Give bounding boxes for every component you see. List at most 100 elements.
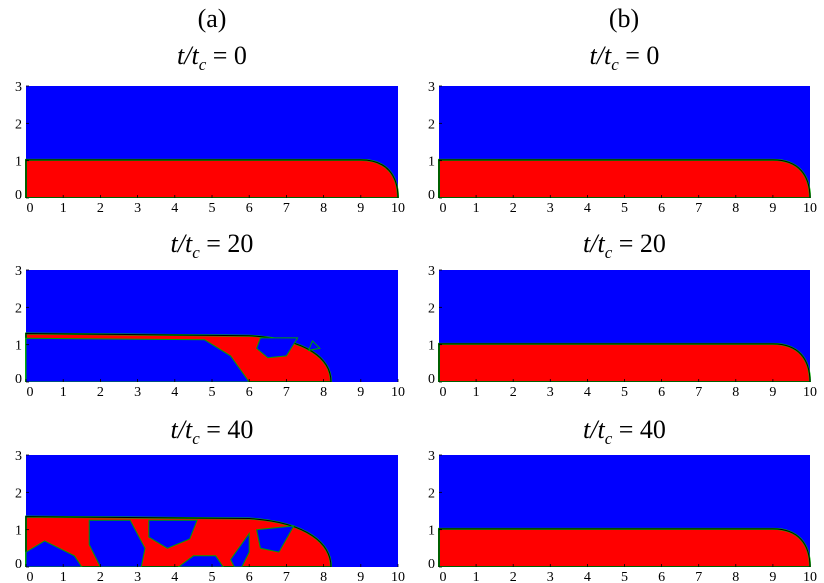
title-rest: = 20 bbox=[200, 229, 254, 258]
plot-mask bbox=[23, 198, 401, 202]
y-tick-label: 2 bbox=[15, 301, 22, 316]
title-sub: c bbox=[605, 243, 613, 262]
x-tick-label: 10 bbox=[803, 201, 817, 216]
column-label: (b) bbox=[609, 4, 639, 33]
x-tick-label: 4 bbox=[584, 385, 591, 400]
y-tick-label: 1 bbox=[15, 524, 22, 539]
title-var: t/t bbox=[171, 229, 193, 258]
x-tick-label: 6 bbox=[246, 385, 253, 400]
x-tick-label: 5 bbox=[621, 570, 628, 583]
x-tick-label: 8 bbox=[320, 385, 327, 400]
y-tick-label: 1 bbox=[428, 339, 435, 354]
x-tick-label: 8 bbox=[732, 201, 739, 216]
x-tick-label: 2 bbox=[97, 385, 104, 400]
x-tick-label: 9 bbox=[769, 570, 776, 583]
x-tick-label: 2 bbox=[97, 570, 104, 583]
x-tick-label: 7 bbox=[695, 201, 702, 216]
x-tick-label: 0 bbox=[440, 570, 447, 583]
panel-title: t/tc = 0 bbox=[590, 41, 660, 74]
x-tick-label: 9 bbox=[769, 201, 776, 216]
x-tick-label: 4 bbox=[171, 201, 178, 216]
panel-title: t/tc = 40 bbox=[583, 415, 666, 448]
y-tick-label: 3 bbox=[15, 449, 22, 464]
y-tick-label: 3 bbox=[15, 80, 22, 95]
title-rest: = 0 bbox=[206, 41, 247, 70]
x-tick-label: 5 bbox=[621, 385, 628, 400]
fluid-blue-pocket bbox=[307, 340, 321, 351]
x-tick-label: 8 bbox=[320, 570, 327, 583]
x-tick-label: 4 bbox=[171, 385, 178, 400]
x-tick-label: 1 bbox=[60, 385, 67, 400]
panel-title: t/tc = 40 bbox=[171, 415, 254, 448]
x-tick-label: 3 bbox=[134, 201, 141, 216]
x-tick-label: 1 bbox=[473, 385, 480, 400]
x-tick-label: 6 bbox=[658, 385, 665, 400]
y-tick-label: 3 bbox=[428, 264, 435, 279]
fluid-red bbox=[25, 158, 400, 199]
title-rest: = 20 bbox=[612, 229, 666, 258]
y-tick-label: 0 bbox=[428, 188, 435, 203]
x-tick-label: 9 bbox=[357, 385, 364, 400]
x-tick-label: 9 bbox=[357, 570, 364, 583]
x-tick-label: 3 bbox=[134, 570, 141, 583]
x-tick-label: 0 bbox=[440, 201, 447, 216]
plot-mask bbox=[436, 198, 813, 202]
title-var: t/t bbox=[590, 41, 612, 70]
x-tick-label: 9 bbox=[769, 385, 776, 400]
x-tick-label: 7 bbox=[283, 201, 290, 216]
fluid-blue-pocket bbox=[148, 519, 198, 549]
x-tick-label: 3 bbox=[547, 201, 554, 216]
interface-line bbox=[25, 516, 332, 568]
x-tick-label: 10 bbox=[803, 385, 817, 400]
y-tick-label: 2 bbox=[428, 117, 435, 132]
y-tick-label: 0 bbox=[15, 372, 22, 387]
x-tick-label: 2 bbox=[510, 385, 517, 400]
title-var: t/t bbox=[171, 415, 193, 444]
x-tick-label: 7 bbox=[695, 570, 702, 583]
fluid-red bbox=[438, 158, 812, 199]
title-rest: = 0 bbox=[619, 41, 660, 70]
y-tick-label: 2 bbox=[428, 486, 435, 501]
panel-title: t/tc = 0 bbox=[177, 41, 247, 74]
x-tick-label: 10 bbox=[391, 570, 405, 583]
title-var: t/t bbox=[177, 41, 199, 70]
x-tick-label: 8 bbox=[320, 201, 327, 216]
title-var: t/t bbox=[583, 229, 605, 258]
panel-title: t/tc = 20 bbox=[583, 229, 666, 262]
x-tick-label: 2 bbox=[510, 201, 517, 216]
x-tick-label: 3 bbox=[547, 385, 554, 400]
x-tick-label: 10 bbox=[391, 385, 405, 400]
fluid-blue-pocket bbox=[256, 337, 299, 359]
y-tick-label: 1 bbox=[15, 339, 22, 354]
plot-mask bbox=[23, 382, 401, 386]
y-tick-label: 3 bbox=[428, 449, 435, 464]
x-tick-label: 6 bbox=[658, 201, 665, 216]
x-tick-label: 0 bbox=[27, 201, 34, 216]
x-tick-label: 6 bbox=[658, 570, 665, 583]
x-tick-label: 2 bbox=[97, 201, 104, 216]
fluid-blue-pocket bbox=[255, 525, 295, 553]
x-tick-label: 10 bbox=[803, 570, 817, 583]
y-tick-label: 2 bbox=[428, 301, 435, 316]
y-tick-label: 2 bbox=[15, 486, 22, 501]
title-rest: = 40 bbox=[200, 415, 254, 444]
fluid-red bbox=[438, 527, 812, 568]
title-sub: c bbox=[605, 429, 613, 448]
x-tick-label: 7 bbox=[283, 385, 290, 400]
x-tick-label: 4 bbox=[584, 570, 591, 583]
y-tick-label: 3 bbox=[15, 264, 22, 279]
x-tick-label: 2 bbox=[510, 570, 517, 583]
x-tick-label: 4 bbox=[171, 570, 178, 583]
x-tick-label: 3 bbox=[547, 570, 554, 583]
y-tick-label: 1 bbox=[428, 155, 435, 170]
y-tick-label: 1 bbox=[15, 155, 22, 170]
y-tick-label: 2 bbox=[15, 117, 22, 132]
x-tick-label: 5 bbox=[209, 385, 216, 400]
x-tick-label: 0 bbox=[27, 385, 34, 400]
y-tick-label: 0 bbox=[15, 188, 22, 203]
x-tick-label: 5 bbox=[209, 201, 216, 216]
x-tick-label: 5 bbox=[621, 201, 628, 216]
x-tick-label: 1 bbox=[60, 201, 67, 216]
fluid-red bbox=[438, 342, 812, 383]
